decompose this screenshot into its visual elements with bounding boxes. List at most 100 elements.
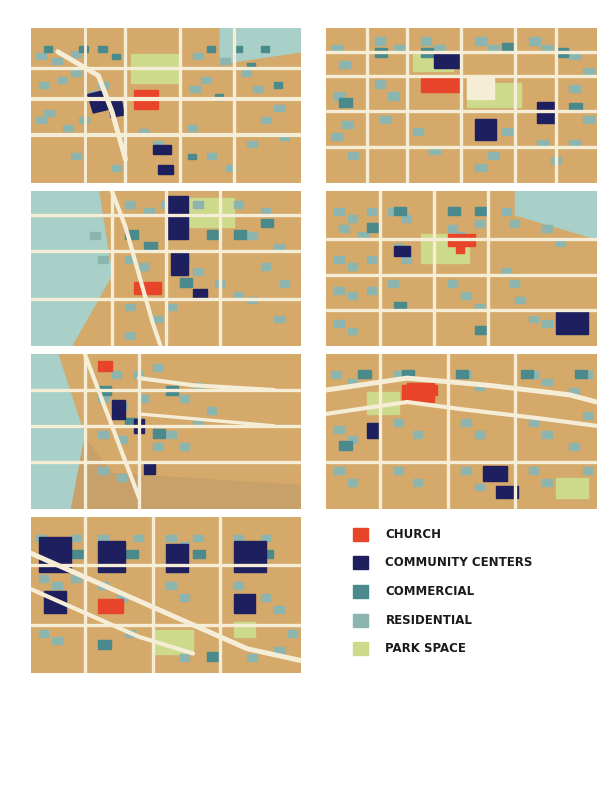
Bar [353, 528, 368, 540]
Bar [375, 37, 386, 45]
Bar [331, 133, 342, 140]
Bar [98, 640, 111, 649]
Bar [434, 52, 461, 68]
Bar [367, 287, 376, 294]
Bar [274, 244, 284, 251]
Bar [359, 369, 371, 378]
Bar [496, 486, 518, 498]
Bar [207, 653, 219, 661]
Bar [52, 542, 62, 548]
Bar [542, 321, 552, 327]
Bar [63, 124, 73, 131]
Bar [375, 48, 387, 57]
Bar [475, 304, 484, 310]
Bar [456, 232, 466, 239]
Bar [153, 630, 193, 654]
Polygon shape [31, 354, 85, 509]
Bar [380, 116, 391, 123]
Bar [274, 607, 284, 613]
Bar [537, 102, 556, 123]
Bar [112, 53, 120, 59]
Bar [347, 263, 357, 270]
Text: PARK SPACE: PARK SPACE [386, 642, 466, 655]
Bar [98, 431, 108, 438]
Bar [234, 541, 266, 572]
Bar [71, 153, 81, 159]
Bar [234, 201, 243, 208]
Bar [117, 474, 127, 481]
Bar [388, 209, 398, 215]
Bar [215, 94, 223, 100]
Bar [394, 372, 403, 378]
Bar [117, 595, 127, 601]
Bar [334, 427, 344, 433]
Bar [502, 268, 511, 275]
Bar [112, 542, 121, 548]
Bar [207, 46, 215, 52]
Bar [475, 164, 486, 171]
Bar [226, 165, 235, 171]
Bar [367, 423, 380, 438]
Bar [261, 535, 270, 541]
Bar [36, 535, 46, 541]
Bar [261, 219, 273, 227]
Bar [280, 134, 289, 140]
Bar [575, 369, 587, 378]
Bar [125, 417, 138, 426]
Bar [234, 583, 243, 589]
Bar [139, 263, 148, 270]
Bar [161, 201, 170, 208]
Bar [402, 216, 411, 222]
Bar [413, 128, 423, 135]
Bar [131, 54, 180, 83]
Bar [542, 225, 552, 232]
Bar [98, 81, 108, 88]
Bar [334, 256, 344, 263]
Bar [158, 165, 173, 174]
Bar [583, 412, 592, 419]
Bar [108, 99, 124, 117]
Bar [483, 466, 507, 481]
Bar [71, 550, 84, 558]
Bar [180, 256, 189, 263]
Bar [98, 541, 125, 572]
Bar [569, 443, 579, 450]
Bar [247, 232, 256, 239]
Bar [71, 69, 81, 76]
Bar [583, 372, 592, 378]
Bar [339, 61, 351, 68]
Bar [36, 117, 46, 123]
Bar [402, 256, 411, 263]
Bar [542, 379, 552, 385]
Bar [569, 328, 579, 334]
Bar [153, 316, 162, 322]
Bar [39, 630, 49, 637]
Bar [261, 209, 270, 215]
Bar [529, 419, 538, 426]
Bar [347, 216, 357, 222]
Bar [98, 467, 108, 474]
Bar [407, 383, 434, 402]
Bar [153, 443, 162, 450]
Bar [475, 220, 484, 227]
Bar [90, 91, 100, 97]
Polygon shape [71, 438, 301, 509]
Bar [394, 206, 406, 215]
Bar [274, 316, 284, 322]
Bar [550, 157, 561, 164]
Bar [334, 321, 344, 327]
Bar [334, 209, 344, 215]
Bar [44, 110, 54, 116]
Bar [133, 282, 161, 294]
Bar [79, 46, 87, 52]
Bar [145, 243, 157, 251]
Bar [161, 166, 169, 171]
Bar [515, 297, 525, 303]
Bar [98, 535, 108, 541]
Bar [475, 37, 486, 45]
Bar [220, 57, 229, 64]
Bar [166, 583, 175, 589]
Bar [342, 121, 353, 128]
Bar [58, 76, 67, 83]
Bar [193, 53, 202, 59]
